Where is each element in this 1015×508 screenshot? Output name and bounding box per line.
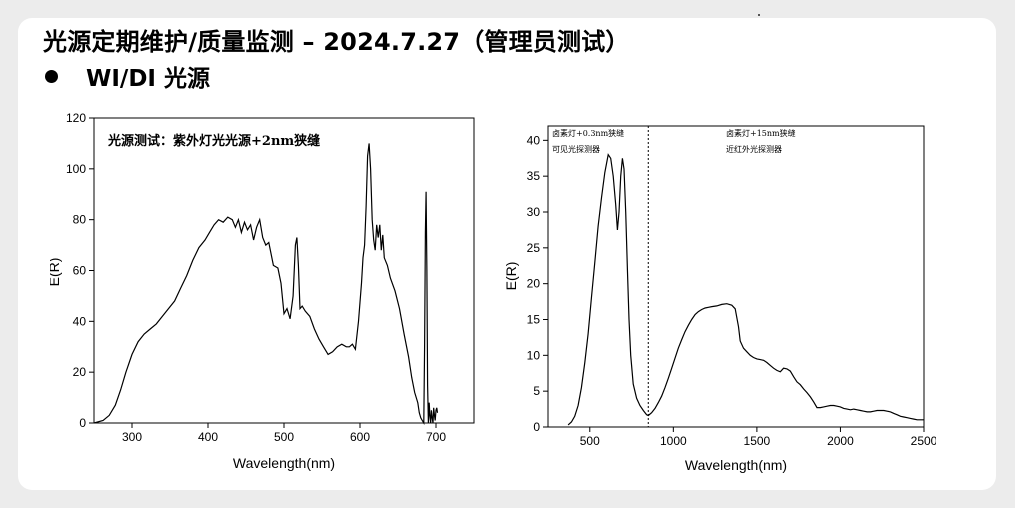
y-tick-label: 100 bbox=[66, 162, 86, 176]
plot-frame bbox=[547, 125, 925, 428]
annotation-nir-line1: 卤素灯+15nm狭缝 bbox=[726, 128, 796, 138]
y-tick-label: 120 bbox=[66, 111, 86, 125]
top-mark bbox=[758, 14, 760, 16]
x-axis-label: Wavelength(nm) bbox=[685, 457, 787, 473]
x-tick-label: 700 bbox=[426, 430, 446, 444]
annotation-visible-line1: 卤素灯+0.3nm狭缝 bbox=[552, 128, 624, 138]
y-tick-label: 60 bbox=[73, 264, 87, 278]
x-tick-label: 400 bbox=[198, 430, 218, 444]
x-tick-label: 300 bbox=[122, 430, 142, 444]
y-tick-label: 80 bbox=[73, 213, 87, 227]
content-card bbox=[18, 18, 996, 490]
x-tick-label: 2500 bbox=[911, 434, 936, 448]
annotation-visible-line2: 可见光探测器 bbox=[552, 144, 600, 154]
x-tick-label: 600 bbox=[350, 430, 370, 444]
x-tick-label: 1500 bbox=[744, 434, 771, 448]
y-tick-label: 30 bbox=[527, 205, 541, 219]
y-tick-label: 40 bbox=[527, 133, 541, 147]
uv-spectrum-chart: 300 400 500 600 700 0 20 40 60 80 100 120 光源测试：紫外灯光… bbox=[50, 111, 475, 471]
y-tick-label: 15 bbox=[527, 313, 541, 327]
y-tick-label: 10 bbox=[527, 348, 541, 362]
tick-layer: 500 1000 1500 2000 2500 0 5 10 15 20 25 30 35 40 bbox=[527, 133, 936, 448]
y-tick-label: 25 bbox=[527, 241, 541, 255]
bullet-icon bbox=[45, 69, 58, 83]
y-tick-label: 20 bbox=[527, 277, 541, 291]
tick-layer: 300 400 500 600 700 0 20 40 60 80 100 120 bbox=[66, 111, 446, 444]
y-tick-label: 0 bbox=[533, 420, 540, 434]
y-tick-label: 35 bbox=[527, 169, 541, 183]
plot-frame bbox=[93, 117, 475, 424]
section-heading: WI/DI 光源 bbox=[43, 60, 210, 92]
x-tick-label: 1000 bbox=[660, 434, 687, 448]
annotation-nir-line2: 近红外光探测器 bbox=[726, 144, 782, 154]
x-axis-label: Wavelength(nm) bbox=[233, 455, 335, 471]
x-tick-label: 500 bbox=[274, 430, 294, 444]
x-tick-label: 500 bbox=[580, 434, 600, 448]
y-tick-label: 5 bbox=[533, 384, 540, 398]
x-tick-label: 2000 bbox=[827, 434, 854, 448]
halogen-spectrum-chart: 500 1000 1500 2000 2500 0 5 10 15 20 25 30 35 40 卤素灯+… bbox=[503, 125, 936, 473]
y-axis-label: E(R) bbox=[50, 258, 62, 287]
section-label: WI/DI 光源 bbox=[86, 66, 210, 92]
y-tick-label: 40 bbox=[73, 314, 87, 328]
y-tick-label: 20 bbox=[73, 365, 87, 379]
page-title: 光源定期维护/质量监测 – 2024.7.27（管理员测试） bbox=[43, 28, 630, 56]
y-axis-label: E(R) bbox=[503, 262, 519, 291]
y-tick-label: 0 bbox=[79, 416, 86, 430]
series-line bbox=[93, 143, 439, 426]
chart-annotation: 光源测试：紫外灯光光源+2nm狭缝 bbox=[107, 133, 320, 149]
series-line bbox=[567, 153, 924, 426]
